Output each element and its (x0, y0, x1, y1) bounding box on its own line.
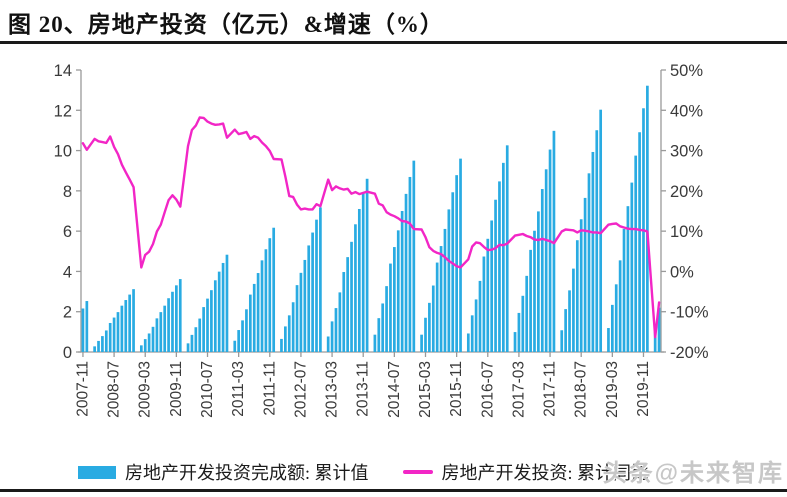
legend-line-label: 房地产开发投资: 累计同比 (441, 463, 650, 483)
svg-text:2: 2 (63, 304, 72, 322)
svg-text:2019-11: 2019-11 (635, 361, 652, 417)
svg-text:8: 8 (63, 183, 72, 201)
svg-text:2013-11: 2013-11 (355, 361, 372, 417)
legend-line-swatch (402, 470, 433, 474)
svg-text:-10%: -10% (670, 304, 709, 322)
chart-legend: 房地产开发投资完成额: 累计值 房地产开发投资: 累计同比 (78, 459, 649, 485)
svg-text:50%: 50% (670, 62, 703, 80)
legend-bar-swatch (78, 465, 116, 479)
svg-text:2008-07: 2008-07 (106, 361, 123, 418)
figure-title: 图 20、房地产投资（亿元）&增速（%） (8, 12, 444, 37)
svg-text:2009-03: 2009-03 (137, 361, 154, 418)
svg-text:2013-03: 2013-03 (324, 361, 341, 418)
svg-text:30%: 30% (670, 143, 703, 161)
svg-text:12: 12 (54, 102, 72, 120)
svg-text:10%: 10% (670, 223, 703, 241)
svg-text:2012-07: 2012-07 (292, 361, 309, 418)
svg-text:10: 10 (54, 143, 72, 161)
svg-text:40%: 40% (670, 102, 703, 120)
svg-text:0%: 0% (670, 263, 694, 281)
watermark: 头条@未来智库 (602, 460, 784, 487)
svg-text:2009-11: 2009-11 (168, 361, 185, 417)
svg-text:-20%: -20% (670, 344, 709, 362)
svg-text:2015-03: 2015-03 (417, 361, 434, 418)
svg-text:14: 14 (54, 62, 72, 80)
svg-text:2010-07: 2010-07 (199, 361, 216, 418)
svg-text:6: 6 (63, 223, 72, 241)
legend-bar-label: 房地产开发投资完成额: 累计值 (125, 463, 369, 483)
svg-text:2014-07: 2014-07 (386, 361, 403, 418)
svg-text:0: 0 (63, 344, 72, 362)
svg-text:2011-03: 2011-03 (230, 361, 247, 417)
svg-text:2017-11: 2017-11 (542, 361, 559, 417)
title-underline (0, 41, 787, 44)
svg-text:2016-07: 2016-07 (479, 361, 496, 418)
svg-text:2018-07: 2018-07 (573, 361, 590, 418)
svg-text:20%: 20% (670, 183, 703, 201)
svg-text:2019-03: 2019-03 (604, 361, 621, 418)
svg-text:2007-11: 2007-11 (74, 361, 91, 417)
svg-text:2011-11: 2011-11 (261, 361, 278, 416)
svg-text:4: 4 (63, 263, 72, 281)
svg-text:2017-03: 2017-03 (510, 361, 527, 418)
bottom-rule (0, 489, 787, 492)
svg-text:2015-11: 2015-11 (448, 361, 465, 417)
